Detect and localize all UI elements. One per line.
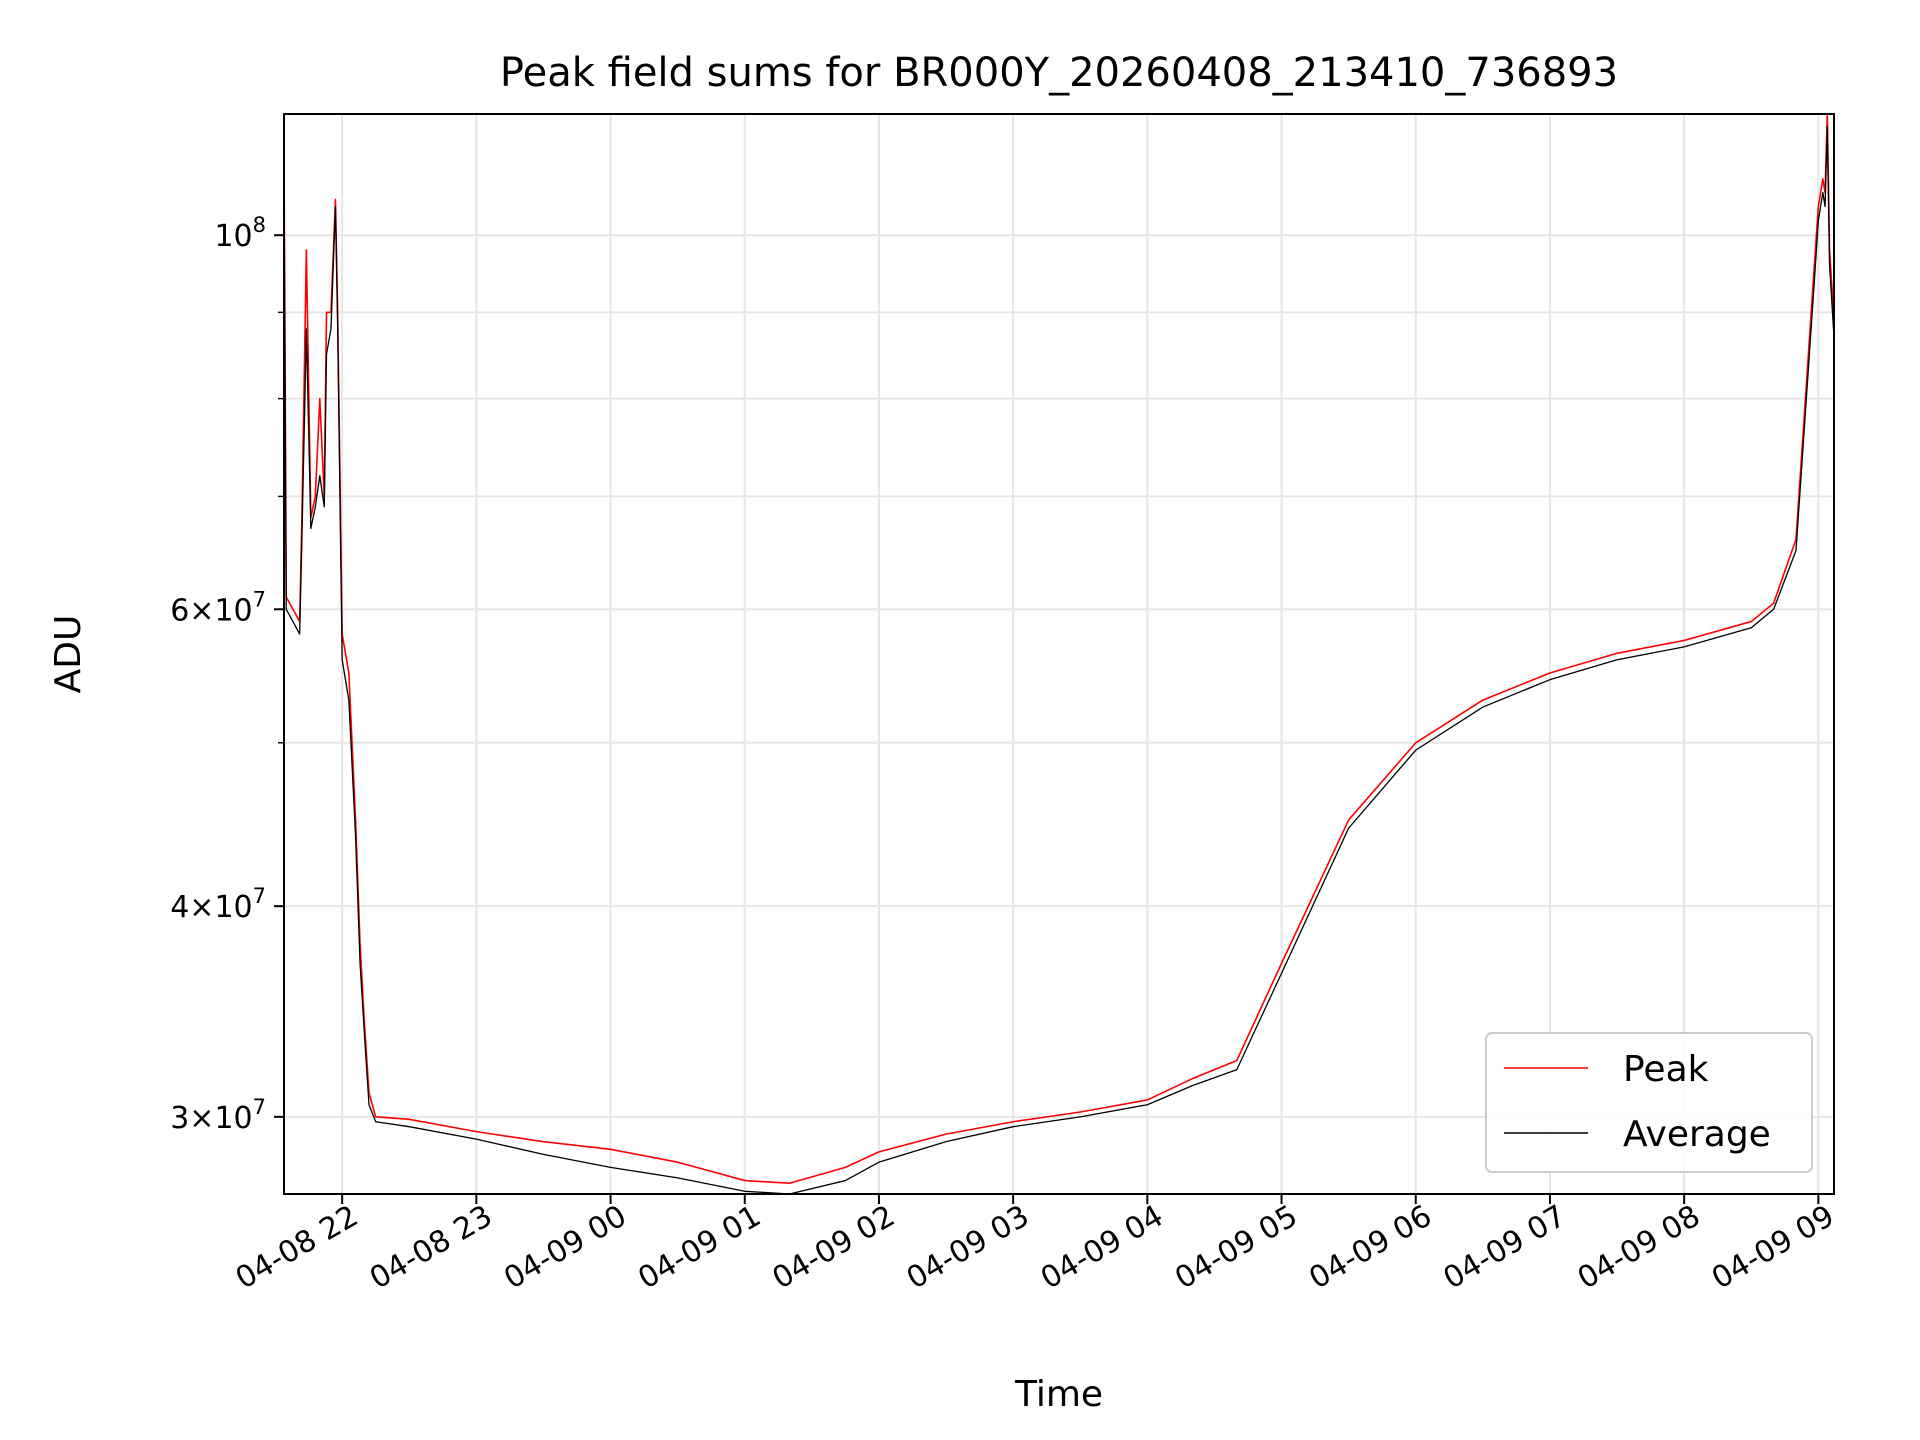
plot-frame xyxy=(283,113,1835,1195)
y-tick-label: 4×107 xyxy=(170,884,266,925)
series-line-peak xyxy=(283,113,1835,1185)
series-layer xyxy=(283,113,1835,1195)
series-line-average xyxy=(283,125,1835,1195)
legend-label-peak: Peak xyxy=(1623,1049,1709,1090)
grid-layer xyxy=(284,114,1834,1194)
legend-label-average: Average xyxy=(1623,1114,1771,1155)
y-tick-label: 108 xyxy=(214,213,266,254)
y-tick-label: 3×107 xyxy=(170,1095,266,1136)
legend: Peak Average xyxy=(1485,1032,1813,1173)
x-axis-label: Time xyxy=(1014,1374,1103,1415)
y-tick-label: 6×107 xyxy=(170,587,266,628)
chart-title: Peak field sums for BR000Y_20260408_2134… xyxy=(500,50,1618,96)
y-axis-label: ADU xyxy=(48,615,89,694)
